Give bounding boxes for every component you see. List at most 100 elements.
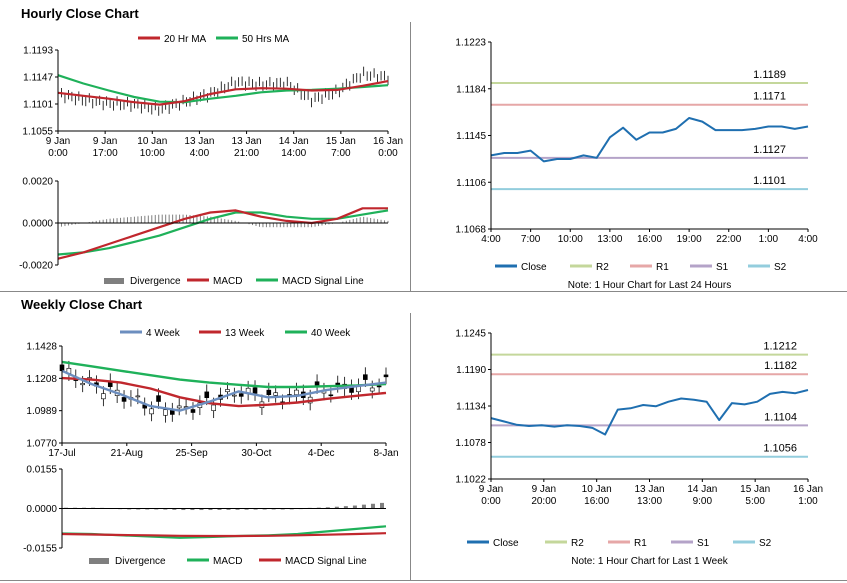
legend-hourly-divergence-label: Divergence bbox=[130, 276, 181, 287]
weekly-levels-level-label-s2: 1.1056 bbox=[763, 443, 797, 455]
weekly-candle-body bbox=[176, 405, 182, 409]
weekly-price-ytick-label: 1.1208 bbox=[26, 374, 57, 385]
weekly-divergence-bar bbox=[370, 503, 375, 509]
legend-weekly-divergence-swatch bbox=[89, 558, 109, 564]
weekly-candle-body bbox=[363, 374, 368, 380]
section-divider bbox=[0, 291, 847, 292]
weekly-40week-line bbox=[61, 360, 387, 389]
hourly-levels-ytick-label: 1.1184 bbox=[456, 84, 486, 95]
legend-4week-label: 4 Week bbox=[146, 328, 181, 339]
legend-40week-label: 40 Week bbox=[311, 328, 351, 339]
weekly-levels-legend-r2-label: R2 bbox=[571, 538, 584, 549]
hourly-price-xtick-label: 7:00 bbox=[331, 148, 351, 159]
weekly-macd-ytick-label: 0.0000 bbox=[26, 504, 57, 515]
hourly-levels-note: Note: 1 Hour Chart for Last 24 Hours bbox=[568, 280, 731, 291]
hourly-price-xtick-label: 0:00 bbox=[378, 148, 398, 159]
weekly-divergence-bar bbox=[235, 508, 240, 510]
weekly-candle-body bbox=[101, 393, 106, 400]
weekly-candle-body bbox=[266, 389, 272, 395]
weekly-levels-xtick-label: 15 Jan bbox=[740, 484, 770, 495]
weekly-candle-body bbox=[376, 385, 382, 388]
weekly-levels-xtick-label: 10 Jan bbox=[582, 484, 612, 495]
hourly-price-xtick-label: 4:00 bbox=[190, 148, 210, 159]
weekly-levels-level-label-r1: 1.1182 bbox=[764, 360, 797, 372]
hourly-macd-ytick-label: 0.0020 bbox=[22, 177, 53, 188]
weekly-levels-xtick-label: 5:00 bbox=[745, 496, 765, 507]
weekly-levels-xtick-label: 13:00 bbox=[637, 496, 662, 507]
hourly-levels-legend-s2-label: S2 bbox=[774, 262, 787, 273]
hourly-levels-xtick-label: 4:00 bbox=[481, 234, 501, 245]
weekly-levels-xtick-label: 9:00 bbox=[693, 496, 713, 507]
weekly-divergence-bar bbox=[380, 502, 384, 509]
weekly-levels-xtick-label: 16:00 bbox=[584, 496, 609, 507]
hourly-price-xtick-label: 14 Jan bbox=[279, 136, 309, 147]
hourly-price-xtick-label: 10 Jan bbox=[137, 136, 167, 147]
weekly-candle-body bbox=[135, 395, 141, 398]
weekly-price-xtick-label: 4-Dec bbox=[308, 448, 335, 459]
hourly-ma20-line bbox=[57, 80, 389, 106]
weekly-divergence-bar bbox=[253, 508, 258, 510]
weekly-macd-signal-line bbox=[61, 532, 387, 538]
weekly-divergence-bar bbox=[199, 508, 204, 511]
weekly-candle-body bbox=[238, 393, 244, 397]
weekly-price-xtick-label: 21-Aug bbox=[111, 448, 143, 459]
weekly-divergence-bar bbox=[361, 504, 366, 509]
hourly-price-xtick-label: 15 Jan bbox=[326, 136, 356, 147]
weekly-divergence-bar bbox=[208, 508, 213, 511]
weekly-levels-xtick-label: 16 Jan bbox=[793, 484, 823, 495]
weekly-divergence-bar bbox=[190, 508, 195, 511]
weekly-price-xtick-label: 25-Sep bbox=[175, 448, 208, 459]
hourly-price-xtick-label: 13 Jan bbox=[184, 136, 214, 147]
hourly-levels-ytick-label: 1.1145 bbox=[456, 131, 486, 142]
legend-13week-label: 13 Week bbox=[225, 328, 265, 339]
hourly-levels-legend-close-label: Close bbox=[521, 262, 547, 273]
weekly-levels-xtick-label: 13 Jan bbox=[634, 484, 664, 495]
legend-weekly-macd-signal-label: MACD Signal Line bbox=[285, 556, 367, 567]
hourly-macd-signal-line bbox=[57, 209, 389, 256]
weekly-levels-ytick-label: 1.1245 bbox=[455, 329, 486, 340]
hourly-levels-ytick-label: 1.1223 bbox=[455, 38, 486, 49]
weekly-candle-body bbox=[252, 387, 258, 394]
weekly-divergence-bar bbox=[244, 508, 249, 510]
weekly-candle-body bbox=[149, 408, 154, 415]
panel-divider-top bbox=[410, 22, 411, 291]
weekly-candle-body bbox=[169, 409, 175, 415]
hourly-macd-line bbox=[57, 207, 388, 260]
hourly-macd-ytick-label: -0.0020 bbox=[19, 261, 53, 272]
weekly-candle-body bbox=[369, 387, 375, 392]
weekly-levels-note: Note: 1 Hour Chart for Last 1 Week bbox=[571, 556, 729, 567]
hourly-price-xtick-label: 14:00 bbox=[281, 148, 306, 159]
weekly-price-xtick-label: 8-Jan bbox=[373, 448, 398, 459]
weekly-macd-ytick-label: 0.0155 bbox=[26, 465, 57, 476]
weekly-4week-line bbox=[61, 369, 387, 412]
weekly-candle-body bbox=[232, 394, 237, 397]
weekly-levels-ytick-label: 1.1078 bbox=[455, 438, 486, 449]
hourly-title: Hourly Close Chart bbox=[21, 6, 139, 21]
weekly-candle-body bbox=[294, 389, 299, 395]
weekly-levels-legend-s1-label: S1 bbox=[697, 538, 710, 549]
weekly-divergence-bar bbox=[334, 506, 339, 509]
hourly-price-ytick-label: 1.1193 bbox=[23, 46, 53, 57]
weekly-levels-ytick-label: 1.1134 bbox=[456, 402, 486, 413]
legend-50hrs-ma-label: 50 Hrs MA bbox=[242, 34, 290, 45]
weekly-levels-legend-s2-label: S2 bbox=[759, 538, 772, 549]
weekly-levels-level-label-s1: 1.1104 bbox=[764, 411, 797, 423]
weekly-13week-line bbox=[61, 376, 387, 408]
weekly-levels-xtick-label: 1:00 bbox=[798, 496, 818, 507]
legend-weekly-divergence-label: Divergence bbox=[115, 556, 166, 567]
weekly-title: Weekly Close Chart bbox=[21, 297, 143, 312]
hourly-price-xtick-label: 17:00 bbox=[93, 148, 118, 159]
weekly-candle-body bbox=[190, 409, 196, 413]
weekly-levels-xtick-label: 9 Jan bbox=[479, 484, 503, 495]
hourly-price-xtick-label: 21:00 bbox=[234, 148, 259, 159]
legend-hourly-macd-label: MACD bbox=[213, 276, 242, 287]
hourly-levels-level-label-s1: 1.1127 bbox=[753, 144, 786, 156]
hourly-price-ytick-label: 1.1147 bbox=[23, 73, 53, 84]
hourly-levels-close-line bbox=[490, 117, 809, 163]
weekly-price-xtick-label: 17-Jul bbox=[48, 448, 75, 459]
weekly-levels-close-line bbox=[490, 389, 809, 436]
weekly-candle-body bbox=[204, 391, 210, 399]
hourly-price-ytick-label: 1.1101 bbox=[23, 100, 53, 111]
weekly-price-ytick-label: 1.0989 bbox=[26, 406, 57, 417]
